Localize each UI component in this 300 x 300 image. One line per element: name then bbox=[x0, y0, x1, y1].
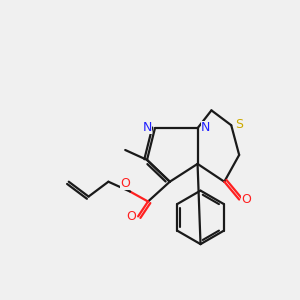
Text: O: O bbox=[126, 210, 136, 223]
Text: S: S bbox=[235, 118, 243, 131]
Text: N: N bbox=[201, 121, 210, 134]
Text: N: N bbox=[142, 121, 152, 134]
Text: O: O bbox=[120, 177, 130, 190]
Text: O: O bbox=[241, 193, 251, 206]
